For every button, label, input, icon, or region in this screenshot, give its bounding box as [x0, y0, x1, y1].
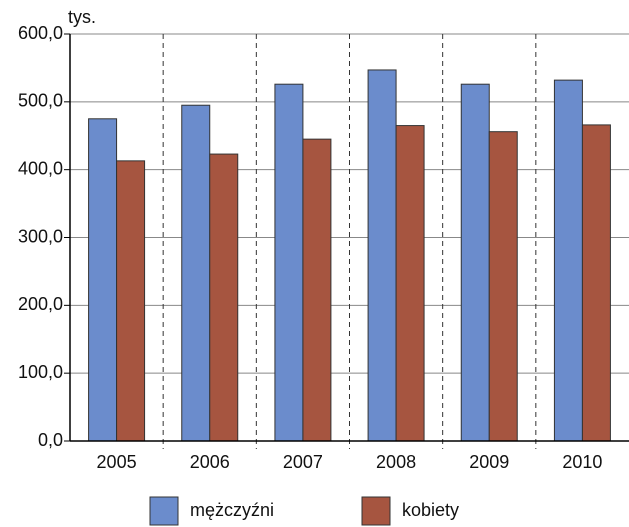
bar — [88, 118, 118, 442]
bar — [553, 79, 583, 442]
bar — [395, 125, 425, 442]
bar — [367, 69, 397, 442]
y-tick-label: 300,0 — [18, 226, 63, 246]
bar — [460, 83, 490, 442]
bar — [116, 160, 146, 442]
bar — [209, 153, 239, 442]
unit-label: tys. — [68, 7, 96, 27]
bar — [302, 138, 332, 442]
x-tick-label: 2009 — [469, 452, 509, 472]
bar — [274, 83, 304, 442]
x-tick-label: 2005 — [97, 452, 137, 472]
legend-label: kobiety — [402, 500, 459, 520]
bar — [181, 104, 211, 442]
legend-swatch — [361, 496, 391, 526]
y-tick-label: 200,0 — [18, 294, 63, 314]
y-tick-label: 600,0 — [18, 23, 63, 43]
y-tick-label: 0,0 — [38, 430, 63, 450]
y-tick-label: 100,0 — [18, 362, 63, 382]
x-tick-label: 2006 — [190, 452, 230, 472]
x-tick-label: 2008 — [376, 452, 416, 472]
legend-swatch — [149, 496, 179, 526]
legend-label: mężczyźni — [190, 500, 274, 520]
y-tick-label: 500,0 — [18, 91, 63, 111]
x-tick-label: 2007 — [283, 452, 323, 472]
x-tick-label: 2010 — [562, 452, 602, 472]
bar — [581, 124, 611, 442]
y-tick-label: 400,0 — [18, 158, 63, 178]
bar — [488, 131, 518, 442]
